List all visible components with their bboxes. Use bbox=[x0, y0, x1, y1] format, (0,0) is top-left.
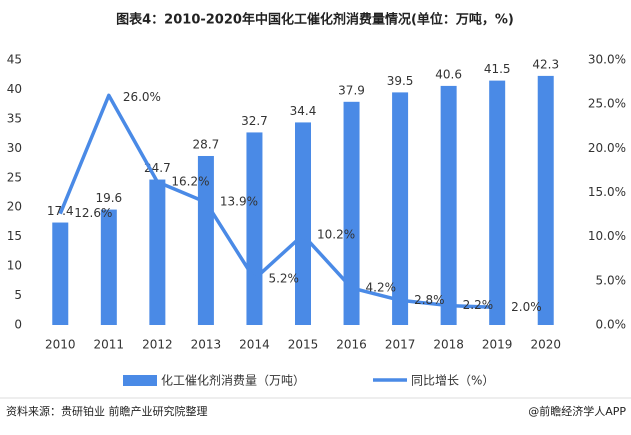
y-tick-label: 10 bbox=[7, 259, 22, 273]
bar bbox=[295, 122, 311, 325]
legend-label: 化工催化剂消费量（万吨） bbox=[161, 373, 305, 388]
x-tick-label: 2013 bbox=[191, 338, 222, 352]
x-tick-label: 2015 bbox=[288, 338, 319, 352]
bar bbox=[440, 85, 457, 326]
legend-swatch bbox=[123, 375, 157, 386]
bar-label: 34.4 bbox=[290, 104, 317, 118]
line-label: 2.8% bbox=[414, 293, 445, 307]
bar-label: 42.3 bbox=[532, 57, 559, 71]
credit: @前瞻经济学人APP bbox=[528, 404, 626, 418]
x-tick-label: 2011 bbox=[94, 338, 125, 352]
bar-label: 32.7 bbox=[241, 114, 268, 128]
line-label: 12.6% bbox=[74, 206, 112, 220]
x-tick-label: 2012 bbox=[142, 338, 173, 352]
line-label: 4.2% bbox=[366, 280, 397, 294]
bar bbox=[489, 80, 506, 325]
bar-label: 41.5 bbox=[484, 62, 511, 76]
x-tick-label: 2020 bbox=[530, 338, 561, 352]
y-tick-label: 20 bbox=[7, 200, 22, 214]
legend-label: 同比增长（%） bbox=[411, 374, 494, 388]
y2-tick-label: 25.0% bbox=[588, 97, 626, 111]
bar-label: 37.9 bbox=[338, 83, 365, 97]
bar-label: 19.6 bbox=[95, 191, 122, 205]
y2-tick-label: 10.0% bbox=[588, 229, 626, 243]
bar bbox=[100, 209, 117, 325]
y-tick-label: 40 bbox=[7, 82, 22, 96]
chart-title: 图表4：2010-2020年中国化工催化剂消费量情况(单位：万吨，%) bbox=[116, 12, 514, 28]
y-tick-label: 45 bbox=[7, 53, 22, 67]
line-label: 26.0% bbox=[123, 90, 161, 104]
bar bbox=[343, 101, 360, 325]
bar bbox=[537, 75, 554, 326]
bar-label: 39.5 bbox=[387, 74, 414, 88]
bar bbox=[52, 222, 69, 325]
bar bbox=[197, 155, 214, 325]
line-label: 2.0% bbox=[511, 300, 542, 314]
bar bbox=[149, 179, 166, 325]
line-label: 2.2% bbox=[463, 298, 494, 312]
y2-tick-label: 5.0% bbox=[596, 273, 627, 287]
x-tick-label: 2019 bbox=[482, 338, 513, 352]
x-tick-label: 2014 bbox=[239, 338, 270, 352]
y-tick-label: 0 bbox=[14, 318, 22, 332]
line-label: 13.9% bbox=[220, 195, 258, 209]
line-label: 10.2% bbox=[317, 227, 355, 241]
line-label: 16.2% bbox=[171, 174, 209, 188]
source: 资料来源：贵研铂业 前瞻产业研究院整理 bbox=[6, 404, 208, 418]
x-tick-label: 2016 bbox=[336, 338, 367, 352]
y-tick-label: 15 bbox=[7, 229, 22, 243]
x-tick-label: 2010 bbox=[45, 338, 76, 352]
bar-label: 28.7 bbox=[193, 137, 220, 151]
bar bbox=[246, 132, 263, 325]
line bbox=[58, 93, 498, 310]
y2-tick-label: 0.0% bbox=[596, 318, 627, 332]
y2-tick-label: 20.0% bbox=[588, 141, 626, 155]
y2-tick-label: 15.0% bbox=[588, 185, 626, 199]
line-label: 5.2% bbox=[268, 272, 299, 286]
y-tick-label: 30 bbox=[7, 141, 22, 155]
y-tick-label: 5 bbox=[14, 288, 22, 302]
bar-label: 40.6 bbox=[435, 67, 462, 81]
y2-tick-label: 30.0% bbox=[588, 53, 626, 67]
bar bbox=[392, 92, 409, 325]
x-tick-label: 2017 bbox=[385, 338, 416, 352]
x-tick-label: 2018 bbox=[433, 338, 464, 352]
y-tick-label: 25 bbox=[7, 170, 22, 184]
y-tick-label: 35 bbox=[7, 111, 22, 125]
